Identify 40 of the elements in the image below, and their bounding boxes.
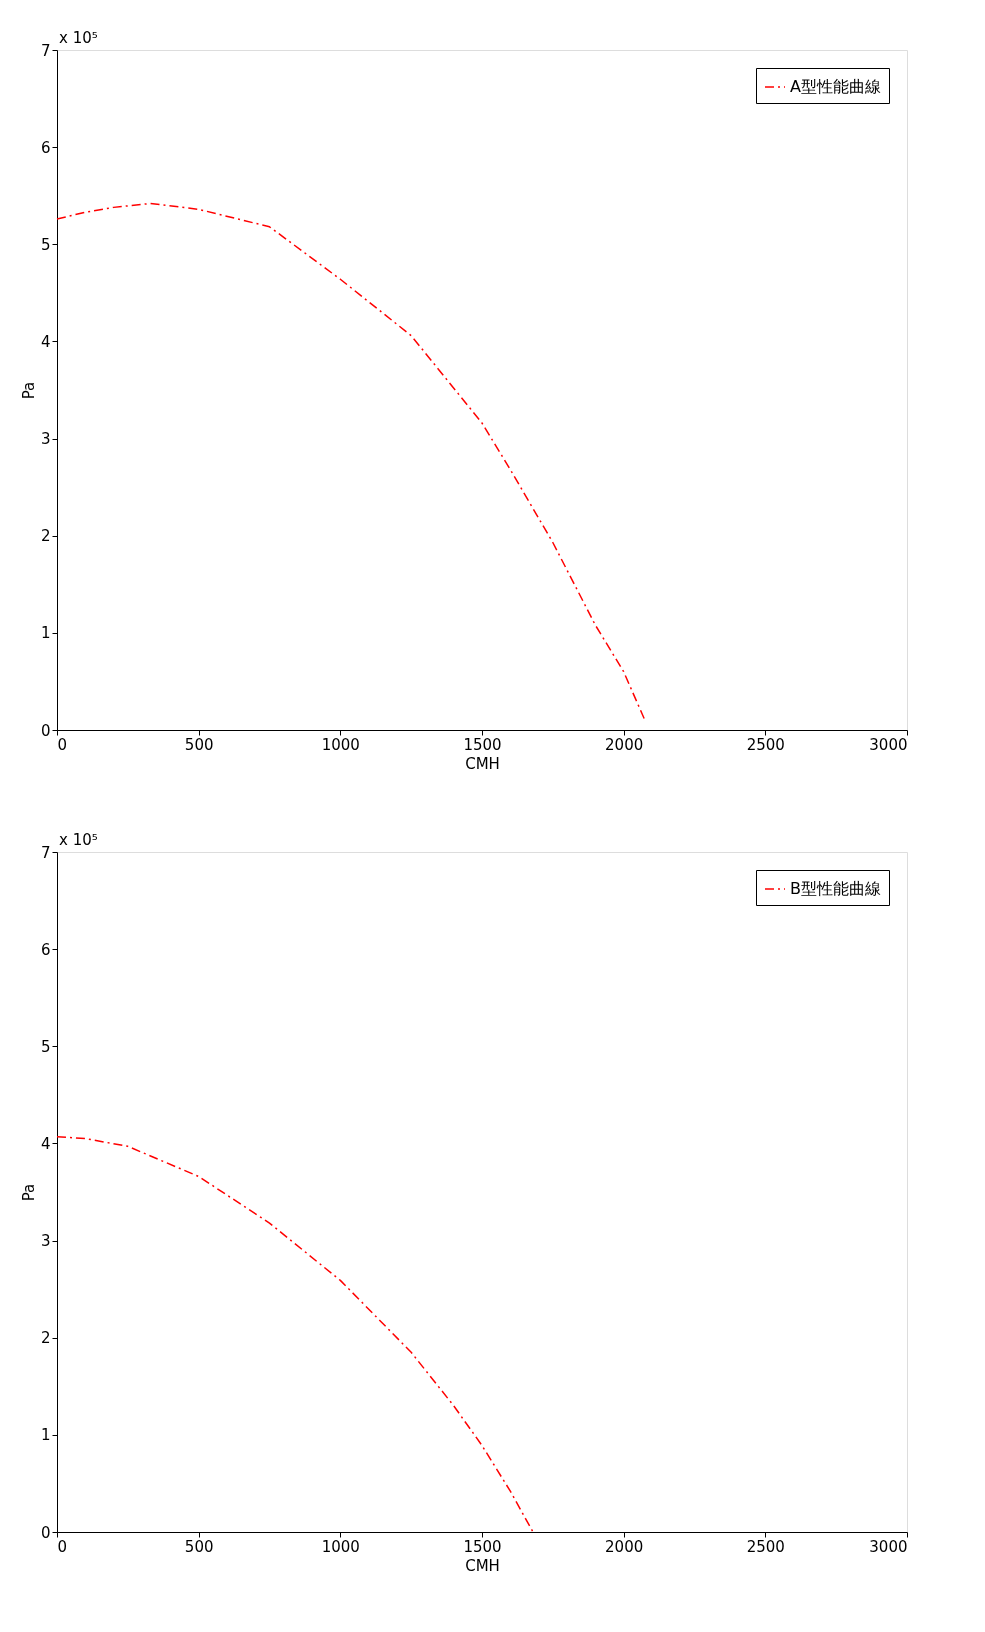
x-tick-label: 3000	[869, 735, 908, 754]
y-tick-label: 5	[40, 1037, 51, 1056]
text: x 10⁵	[59, 29, 98, 47]
y-tick-label: 4	[40, 332, 51, 351]
x-tick-label: 2000	[605, 1537, 644, 1556]
line-series	[56, 1135, 534, 1533]
y-tick-label: 7	[40, 41, 51, 60]
legend-label: B型性能曲線	[790, 879, 881, 898]
x-tick-label: 500	[184, 1537, 214, 1556]
y-tick-label: 5	[40, 235, 51, 254]
y-axis-title: Pa	[19, 1183, 38, 1202]
x-tick-label: 2000	[605, 735, 644, 754]
y-tick-label: 6	[40, 138, 51, 157]
x-tick-label: 1500	[463, 735, 502, 754]
y-tick-label: 7	[40, 843, 51, 862]
x-tick-label: 0	[57, 1537, 68, 1556]
x-tick-label: 1000	[321, 735, 360, 754]
y-tick-label: 0	[40, 1523, 51, 1542]
y-tick-label: 3	[40, 430, 51, 449]
x-tick-label: 2500	[746, 1537, 785, 1556]
line-series	[56, 202, 646, 722]
y-tick-label: 1	[40, 624, 51, 643]
y-tick-label: 2	[40, 527, 51, 546]
y-tick-label: 6	[40, 940, 51, 959]
y-tick-label: 2	[40, 1329, 51, 1348]
x-tick-label: 0	[57, 735, 68, 754]
legend-label: A型性能曲線	[790, 77, 881, 96]
y-tick-label: 3	[40, 1232, 51, 1251]
x-tick-label: 500	[184, 735, 214, 754]
y-tick-label: 1	[40, 1426, 51, 1445]
y-axis-title: Pa	[19, 381, 38, 400]
y-tick-label: 4	[40, 1134, 51, 1153]
x-tick-label: 2500	[746, 735, 785, 754]
y-tick-label: 0	[40, 721, 51, 740]
text: x 10⁵	[59, 831, 98, 849]
x-axis-title: CMH	[465, 1556, 500, 1575]
x-tick-label: 3000	[869, 1537, 908, 1556]
x-tick-label: 1000	[321, 1537, 360, 1556]
x-tick-label: 1500	[463, 1537, 502, 1556]
x-axis-title: CMH	[465, 754, 500, 773]
